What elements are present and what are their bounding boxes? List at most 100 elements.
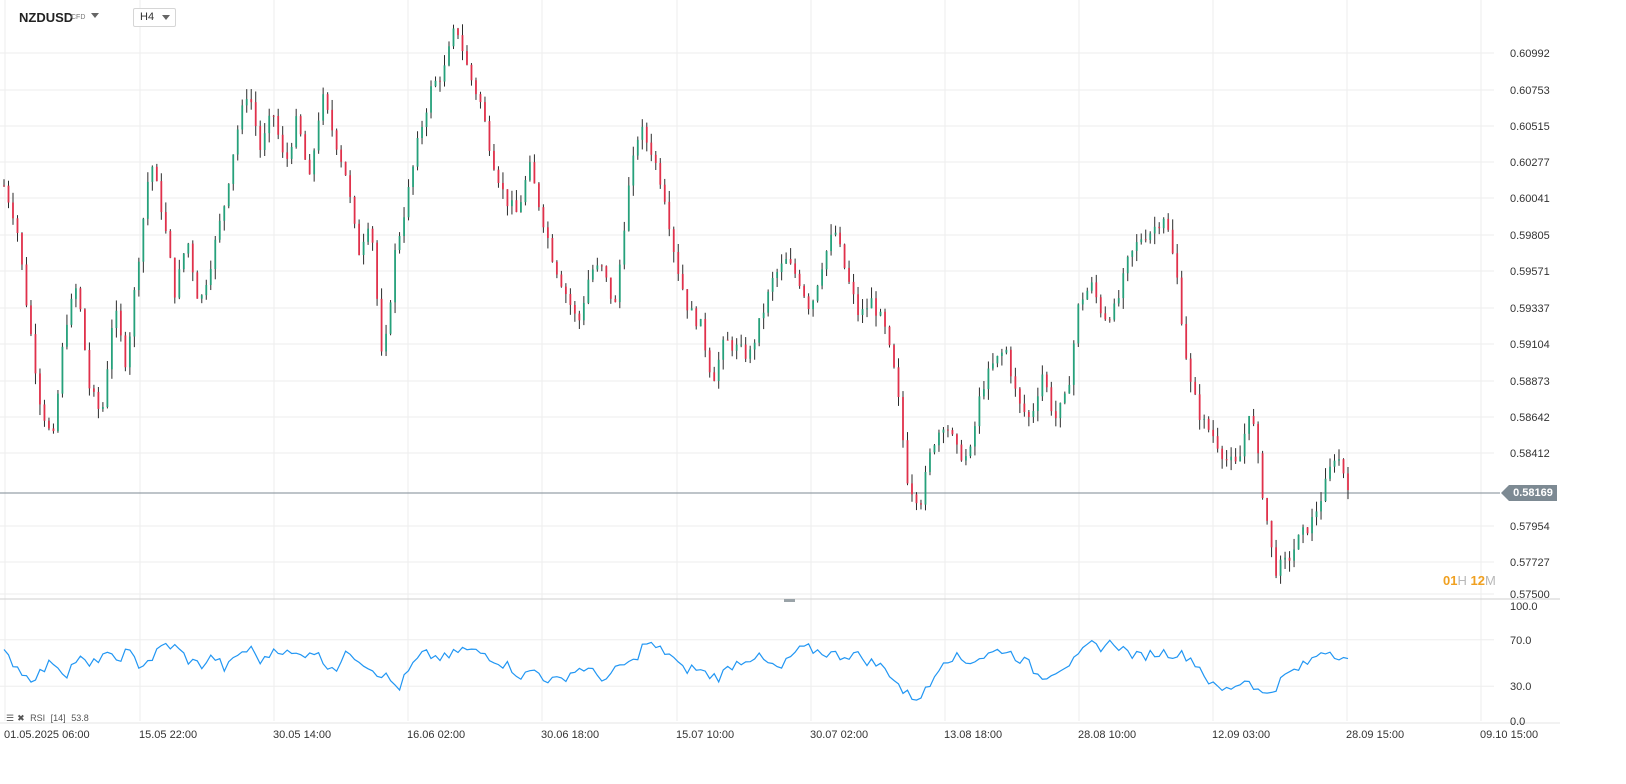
- candle: [1248, 415, 1251, 441]
- pane-resize-handle[interactable]: [784, 599, 795, 602]
- x-tick-label: 30.07 02:00: [810, 729, 868, 741]
- candle: [30, 300, 32, 337]
- candle-body: [196, 272, 199, 299]
- candle: [1185, 316, 1188, 360]
- candle-body: [857, 294, 859, 316]
- y-tick-label: 0.57727: [1510, 557, 1550, 569]
- candle: [713, 366, 716, 382]
- candle: [137, 257, 140, 297]
- candle: [1234, 448, 1237, 464]
- candle-body: [241, 105, 244, 130]
- candle-body: [1131, 250, 1134, 257]
- x-tick-label: 16.06 02:00: [407, 729, 465, 741]
- candle: [1149, 231, 1152, 244]
- close-icon[interactable]: ✖: [17, 713, 25, 723]
- candle: [816, 284, 819, 303]
- rsi-layer: [3, 639, 1349, 701]
- candle-body: [1338, 459, 1340, 461]
- candle: [412, 165, 414, 195]
- candle: [645, 122, 648, 152]
- candle-body: [52, 428, 55, 432]
- countdown-minutes: 12: [1470, 573, 1485, 588]
- candle-body: [726, 339, 729, 341]
- candle-body: [1023, 403, 1026, 413]
- candle: [1068, 376, 1071, 394]
- candle-body: [142, 218, 145, 262]
- candle: [376, 240, 378, 306]
- candle: [1005, 346, 1008, 355]
- candle-body: [911, 483, 913, 495]
- candle-body: [659, 163, 662, 185]
- candle-body: [151, 166, 154, 182]
- candle: [1063, 391, 1066, 405]
- candle: [281, 126, 284, 158]
- candle: [371, 226, 374, 251]
- candle: [708, 347, 711, 378]
- candle-body: [965, 456, 967, 461]
- countdown-minutes-unit: M: [1484, 573, 1496, 588]
- candle-body: [974, 426, 976, 447]
- candle-body: [690, 308, 693, 311]
- candle-body: [169, 231, 172, 258]
- candle-body: [789, 259, 792, 264]
- candle-body: [1027, 412, 1030, 417]
- candle: [448, 41, 450, 67]
- candle-body: [7, 185, 10, 203]
- candle: [218, 213, 221, 243]
- candle-body: [875, 298, 877, 316]
- candle-body: [924, 471, 927, 505]
- candle: [1054, 400, 1057, 427]
- candle-body: [929, 452, 931, 472]
- candle: [169, 229, 172, 259]
- candle: [771, 271, 774, 301]
- symbol-name[interactable]: NZDUSD: [19, 10, 74, 25]
- candle: [1059, 402, 1062, 428]
- candle-body: [978, 396, 981, 427]
- candle: [268, 108, 271, 143]
- candle-body: [106, 369, 109, 407]
- candle: [1225, 450, 1228, 467]
- y-tick-label: 0.59571: [1510, 266, 1550, 278]
- candle: [196, 270, 199, 299]
- candle: [25, 257, 28, 308]
- candle: [1275, 539, 1277, 579]
- y-tick-label: 0.60515: [1510, 121, 1550, 133]
- symbol-caret-icon[interactable]: [91, 13, 99, 18]
- candle: [48, 417, 50, 431]
- candle-body: [1059, 402, 1062, 419]
- candle-body: [30, 305, 32, 335]
- candle: [331, 99, 334, 137]
- candle-body: [942, 429, 945, 433]
- candle: [1135, 234, 1138, 262]
- candle-body: [681, 273, 684, 290]
- candle: [1000, 348, 1003, 366]
- candle: [421, 120, 423, 145]
- candle-body: [1288, 557, 1291, 561]
- rsi-legend-period: [14]: [50, 713, 66, 723]
- candle-body: [1018, 388, 1021, 404]
- countdown-hours: 01: [1443, 573, 1458, 588]
- candle-body: [1036, 396, 1039, 412]
- timeframe-select[interactable]: H4: [133, 8, 176, 27]
- rsi-legend: ☰ ✖ RSI [14] 53.8: [6, 713, 92, 724]
- candle: [236, 125, 239, 161]
- candle-body: [61, 346, 64, 394]
- candle-body: [412, 166, 414, 188]
- candle-body: [263, 133, 266, 150]
- candle: [191, 240, 194, 282]
- candle: [1342, 458, 1345, 479]
- candle-body: [317, 120, 320, 151]
- candle: [389, 300, 392, 336]
- candle-body: [371, 228, 374, 243]
- candle: [403, 207, 405, 243]
- candle: [555, 260, 558, 279]
- candle: [978, 387, 981, 434]
- candle: [951, 427, 954, 436]
- settings-icon[interactable]: ☰: [6, 713, 15, 723]
- candle: [857, 286, 859, 322]
- candle-body: [344, 161, 347, 176]
- candle-body: [340, 149, 343, 162]
- candle: [776, 268, 779, 287]
